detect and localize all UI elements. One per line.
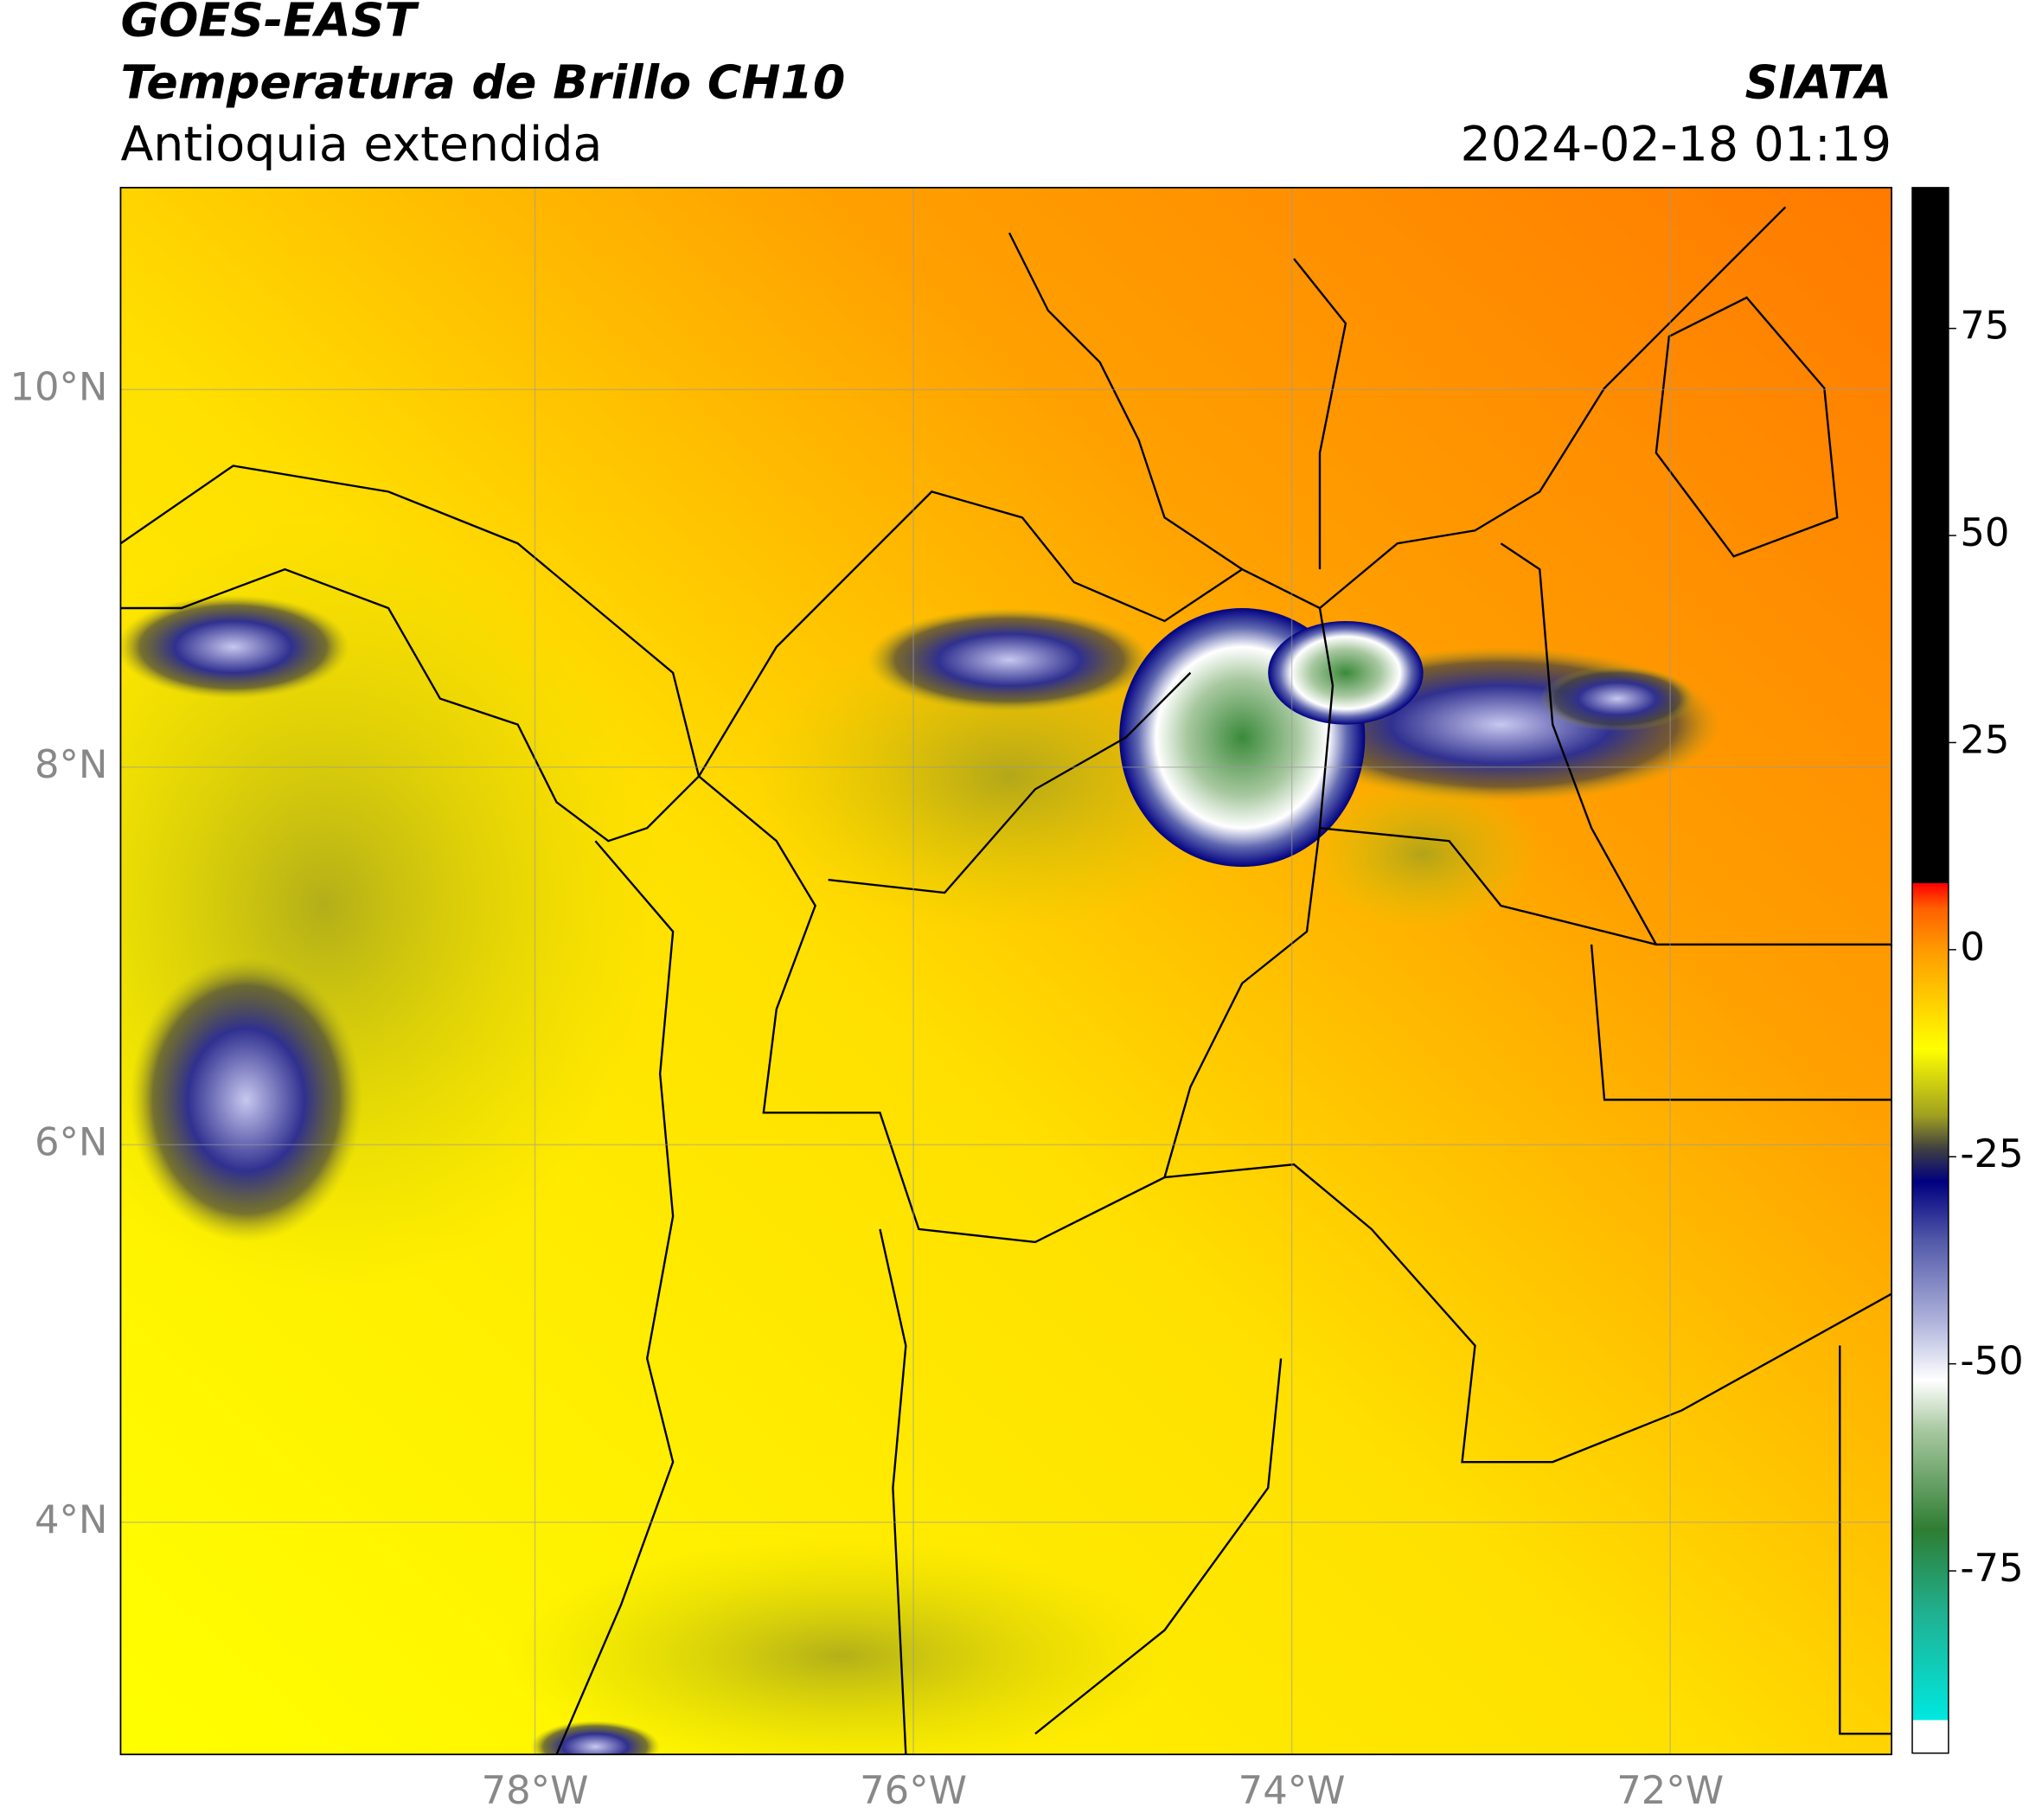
y-tick-label: 10°N	[10, 363, 107, 409]
borders	[120, 206, 1892, 1755]
subtitle: Temperatura de Brillo CH10	[120, 54, 845, 109]
cloud-cell	[120, 595, 350, 699]
colorbar-tick-label: 50	[1960, 509, 2009, 555]
border	[1500, 542, 1657, 945]
border	[828, 671, 1192, 894]
border	[1590, 944, 1892, 1101]
coastline	[120, 465, 701, 843]
cloud-cell	[530, 1721, 661, 1755]
y-tick-label: 6°N	[35, 1118, 108, 1164]
border	[698, 607, 1335, 1244]
datetime: 2024-02-18 01:19	[1461, 118, 1892, 173]
coastline	[555, 840, 675, 1755]
x-tick-label: 76°W	[860, 1767, 967, 1813]
colorbar-tick-label: -25	[1960, 1131, 2023, 1176]
map-image	[120, 187, 1892, 1755]
x-tick-label: 78°W	[482, 1767, 589, 1813]
border	[1008, 232, 1243, 571]
x-tick-label: 74°W	[1239, 1767, 1346, 1813]
y-tick-label: 8°N	[35, 741, 108, 787]
border	[1164, 1163, 1892, 1464]
cloud-cell	[129, 957, 363, 1242]
cloud-field	[504, 1539, 1178, 1755]
border	[1319, 827, 1892, 946]
cloud-cell	[867, 607, 1152, 712]
border	[1293, 258, 1347, 570]
map-frame	[119, 186, 1892, 1756]
colorbar-tick-label: 25	[1960, 716, 2009, 762]
source: SIATA	[1745, 54, 1892, 109]
y-tick-label: 4°N	[35, 1496, 108, 1542]
title: GOES-EAST	[120, 0, 419, 48]
border	[879, 1228, 907, 1755]
x-tick-label: 72°W	[1616, 1767, 1724, 1813]
colorbar-tick-label: -75	[1960, 1545, 2023, 1591]
cloud-field	[1307, 776, 1540, 932]
cloud-cell	[1539, 666, 1695, 732]
lake	[1655, 296, 1839, 558]
colorbar-tick-label: 0	[1960, 924, 1985, 970]
colorbar-tick-label: -50	[1960, 1338, 2023, 1384]
grid	[120, 187, 1892, 1755]
coastline	[698, 206, 1787, 778]
border	[1034, 1358, 1283, 1735]
convective-core	[1268, 620, 1424, 725]
colorbar-tick-label: 75	[1960, 303, 2009, 349]
region: Antioquia extendida	[120, 118, 602, 173]
border	[1839, 1345, 1892, 1735]
colorbar	[1911, 187, 1949, 1754]
